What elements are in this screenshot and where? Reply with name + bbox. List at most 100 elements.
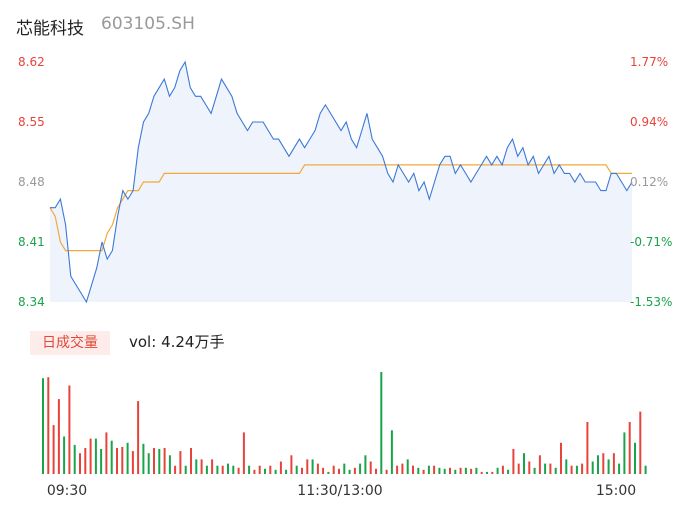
volume-bar bbox=[295, 465, 298, 474]
volume-bar bbox=[248, 465, 251, 474]
volume-bar bbox=[597, 455, 599, 474]
volume-bar bbox=[607, 459, 610, 474]
volume-bar bbox=[147, 453, 150, 474]
volume-bar bbox=[586, 422, 589, 474]
volume-bar bbox=[612, 453, 615, 474]
price-axis: 8.62 8.55 8.48 8.41 8.34 bbox=[18, 55, 45, 309]
volume-bar bbox=[110, 440, 113, 474]
volume-bar bbox=[359, 463, 362, 474]
time-label: 09:30 bbox=[47, 483, 87, 499]
volume-bar bbox=[560, 442, 562, 474]
volume-bar bbox=[422, 469, 425, 474]
volume-bar bbox=[375, 468, 377, 474]
volume-bar bbox=[475, 467, 478, 474]
volume-bar bbox=[533, 467, 536, 474]
volume-bar bbox=[639, 411, 642, 474]
volume-bar bbox=[544, 463, 547, 474]
volume-bar bbox=[311, 459, 314, 474]
volume-bar bbox=[290, 455, 293, 474]
volume-bar bbox=[52, 425, 55, 474]
percent-tick-label: -0.71% bbox=[630, 235, 672, 249]
volume-bar bbox=[100, 449, 103, 474]
volume-bar bbox=[575, 465, 578, 474]
volume-bar bbox=[274, 469, 277, 474]
daily-volume-badge[interactable]: 日成交量 bbox=[30, 331, 110, 355]
volume-bar bbox=[443, 468, 446, 474]
volume-bar bbox=[565, 459, 568, 474]
volume-bar bbox=[486, 471, 488, 474]
volume-bar bbox=[591, 461, 594, 474]
volume-bar bbox=[269, 465, 272, 474]
volume-bar bbox=[279, 461, 282, 474]
volume-bar bbox=[301, 467, 303, 474]
percent-tick-label: 0.12% bbox=[630, 175, 668, 189]
volume-bar bbox=[258, 465, 261, 474]
volume-bar bbox=[449, 467, 451, 474]
percent-tick-label: 1.77% bbox=[630, 55, 668, 69]
volume-bar bbox=[628, 422, 631, 474]
volume-bar bbox=[73, 444, 76, 474]
volume-bar bbox=[512, 449, 515, 474]
volume-bar bbox=[306, 459, 309, 474]
percent-tick-label: -1.53% bbox=[630, 295, 672, 309]
volume-bar bbox=[264, 468, 266, 474]
volume-bar bbox=[618, 463, 621, 474]
volume-bar bbox=[116, 448, 118, 474]
volume-bar bbox=[427, 465, 430, 474]
volume-bar bbox=[332, 465, 335, 474]
volume-bar bbox=[316, 463, 319, 474]
volume-bar bbox=[634, 442, 636, 474]
volume-bar bbox=[454, 469, 457, 474]
volume-bar bbox=[42, 378, 44, 474]
stock-code: 603105.SH bbox=[101, 14, 195, 34]
volume-bar bbox=[253, 469, 256, 474]
volume-bar bbox=[417, 467, 420, 474]
volume-bar bbox=[538, 455, 541, 474]
volume-bar bbox=[153, 448, 155, 474]
volume-bar bbox=[496, 467, 499, 474]
volume-bar bbox=[491, 471, 494, 474]
volume-bar bbox=[126, 442, 129, 474]
volume-bar bbox=[327, 471, 330, 474]
volume-bar bbox=[137, 401, 140, 474]
volume-bar bbox=[195, 459, 198, 474]
price-tick-label: 8.62 bbox=[18, 55, 45, 69]
volume-bar bbox=[369, 461, 372, 474]
price-tick-label: 8.34 bbox=[18, 295, 45, 309]
volume-bar bbox=[554, 467, 557, 474]
volume-bar bbox=[385, 469, 388, 474]
volume-bar bbox=[131, 451, 134, 474]
volume-bar bbox=[84, 448, 87, 474]
volume-bar bbox=[63, 436, 66, 474]
volume-bar bbox=[57, 399, 60, 474]
volume-bar bbox=[227, 463, 229, 474]
volume-bar bbox=[348, 469, 351, 474]
price-series-line bbox=[50, 60, 633, 304]
volume-label: vol: bbox=[129, 333, 157, 351]
time-label: 15:00 bbox=[596, 483, 636, 499]
volume-bar bbox=[158, 449, 161, 474]
price-area bbox=[50, 62, 632, 302]
volume-value: 4.24万手 bbox=[161, 333, 225, 351]
volume-bar bbox=[211, 459, 214, 474]
volume-bar bbox=[174, 465, 177, 474]
volume-bar bbox=[602, 453, 605, 474]
volume-bar bbox=[433, 465, 436, 474]
volume-bar bbox=[364, 455, 367, 474]
volume-bar bbox=[480, 471, 483, 474]
volume-bar bbox=[412, 465, 414, 474]
volume-bar bbox=[501, 465, 504, 474]
volume-bar bbox=[205, 465, 208, 474]
volume-bar bbox=[79, 453, 81, 474]
volume-bar bbox=[142, 443, 145, 474]
percent-axis: 1.77% 0.94% 0.12% -0.71% -1.53% bbox=[630, 55, 672, 309]
volume-bar bbox=[528, 461, 531, 474]
volume-bar bbox=[47, 377, 50, 474]
volume-bar bbox=[232, 465, 235, 474]
volume-bar bbox=[200, 459, 203, 474]
volume-bar bbox=[179, 451, 182, 474]
price-tick-label: 8.48 bbox=[18, 175, 45, 189]
time-axis: 09:30 11:30/13:00 15:00 bbox=[47, 483, 636, 499]
volume-bar bbox=[438, 467, 441, 474]
